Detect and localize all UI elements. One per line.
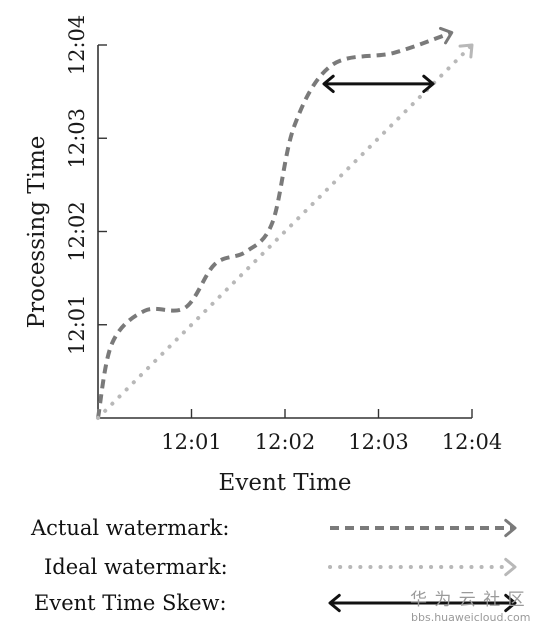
x-tick-label: 12:03 [348,430,409,454]
legend-label: Ideal watermark: [44,555,228,579]
series-layer [96,26,474,420]
legend-label: Event Time Skew: [34,591,227,615]
y-axis-title: Processing Time [24,136,50,329]
y-tick-label: 12:03 [65,108,89,169]
ideal-watermark-arrowhead [458,43,474,59]
watermark-url-text: bbs.huaweicloud.com [411,611,530,624]
legend: Actual watermark: Ideal watermark: Event T… [30,516,517,615]
event-time-skew-arrowhead-right [422,74,435,94]
y-tick-label: 12:04 [65,15,89,76]
event-time-skew-arrowhead-left [322,74,335,94]
x-axis-title: Event Time [219,470,352,496]
site-watermark: 华 为 云 社 区 bbs.huaweicloud.com [410,590,530,624]
legend-swatch-skew-arrowhead-right [504,593,517,613]
x-tick-label: 12:02 [255,430,316,454]
actual-watermark-arrowhead [438,26,454,45]
legend-swatch-ideal-arrowhead [504,557,517,577]
watermark-logo-text: 华 为 云 社 区 [410,590,526,610]
legend-label: Actual watermark: [30,516,229,540]
ticks-layer: 12:01 12:02 12:03 12:04 12:01 12:02 12:03 12:04 [65,15,502,454]
ideal-watermark-line [96,43,474,420]
y-tick-label: 12:01 [65,294,89,355]
legend-swatch-actual-arrowhead [504,518,517,538]
actual-watermark-line [96,30,453,419]
x-tick-label: 12:04 [442,430,503,454]
legend-swatch-skew-arrowhead-left [328,593,341,613]
x-tick-label: 12:01 [161,430,222,454]
annotation-layer [322,74,435,94]
y-tick-label: 12:02 [65,201,89,262]
